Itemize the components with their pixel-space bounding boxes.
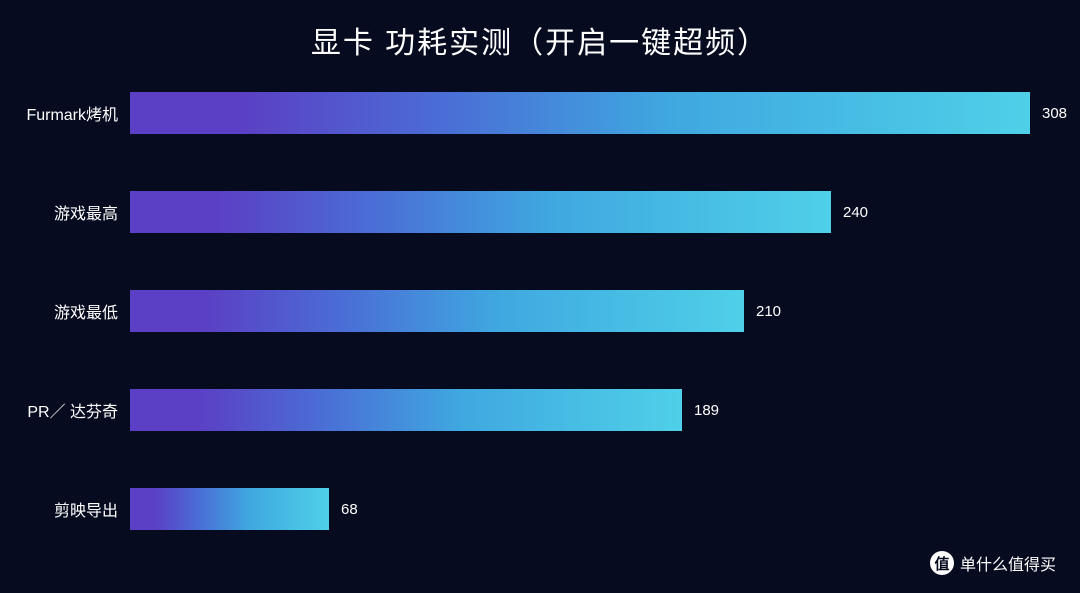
bar-fill [130, 488, 329, 530]
bar-fill [130, 191, 831, 233]
bar-label: 剪映导出 [10, 497, 130, 521]
bar-label: 游戏最低 [10, 299, 130, 323]
bar-value: 308 [1042, 105, 1067, 122]
bar-fill [130, 389, 682, 431]
bar-row: Furmark烤机 308 [10, 92, 1040, 134]
bar-track: 210 [130, 290, 1040, 332]
bar-fill [130, 92, 1030, 134]
bar-fill [130, 290, 744, 332]
watermark-badge-icon: 值 [930, 551, 954, 575]
watermark-text: 单什么值得买 [960, 551, 1056, 575]
bar-row: PR／ 达芬奇 189 [10, 389, 1040, 431]
bar-track: 240 [130, 191, 1040, 233]
watermark: 值 单什么值得买 [930, 551, 1056, 575]
bar-track: 308 [130, 92, 1067, 134]
bar-track: 189 [130, 389, 1040, 431]
chart-container: Furmark烤机 308 游戏最高 240 游戏最低 210 PR／ 达芬奇 … [0, 72, 1080, 530]
bar-label: 游戏最高 [10, 200, 130, 224]
bar-track: 68 [130, 488, 1040, 530]
bar-label: PR／ 达芬奇 [10, 398, 130, 422]
bar-value: 189 [694, 402, 719, 419]
bar-row: 游戏最高 240 [10, 191, 1040, 233]
bar-value: 68 [341, 501, 358, 518]
bar-row: 游戏最低 210 [10, 290, 1040, 332]
bar-row: 剪映导出 68 [10, 488, 1040, 530]
chart-title: 显卡 功耗实测（开启一键超频） [0, 0, 1080, 72]
bar-label: Furmark烤机 [10, 101, 130, 125]
bar-value: 210 [756, 303, 781, 320]
bar-value: 240 [843, 204, 868, 221]
